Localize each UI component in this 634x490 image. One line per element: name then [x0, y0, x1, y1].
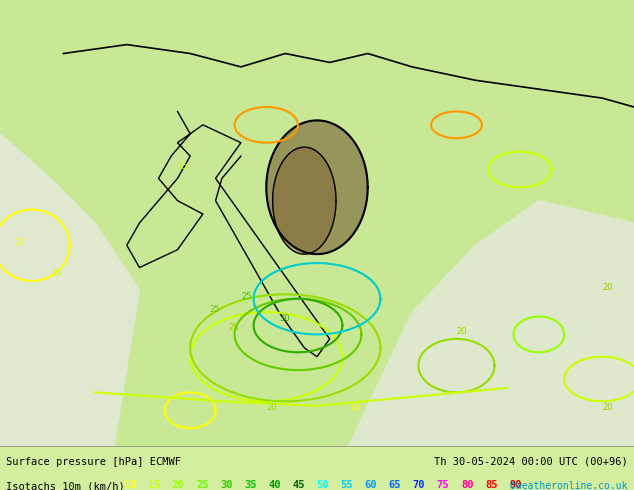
Text: 15: 15 [178, 163, 188, 172]
Text: 10: 10 [124, 480, 136, 490]
Text: 25: 25 [241, 292, 252, 301]
Text: 80: 80 [461, 480, 474, 490]
Text: 65: 65 [389, 480, 401, 490]
Polygon shape [273, 147, 336, 254]
Text: Isotachs 10m (km/h): Isotachs 10m (km/h) [6, 481, 138, 490]
Text: 45: 45 [292, 480, 305, 490]
Text: 50: 50 [316, 480, 329, 490]
Text: 20: 20 [602, 283, 613, 292]
Text: 15: 15 [148, 480, 160, 490]
Text: 20: 20 [456, 327, 467, 337]
Text: 75: 75 [437, 480, 450, 490]
Text: 20: 20 [172, 480, 184, 490]
Text: 10: 10 [14, 238, 24, 247]
Polygon shape [266, 121, 368, 254]
Text: 30: 30 [279, 314, 290, 323]
Text: 25: 25 [196, 480, 209, 490]
Text: 55: 55 [340, 480, 353, 490]
Text: 15: 15 [51, 270, 61, 278]
Text: Th 30-05-2024 00:00 UTC (00+96): Th 30-05-2024 00:00 UTC (00+96) [434, 457, 628, 467]
Polygon shape [349, 201, 634, 446]
Text: 85: 85 [485, 480, 498, 490]
Text: 90: 90 [509, 480, 522, 490]
Polygon shape [0, 0, 634, 446]
Text: 10: 10 [349, 403, 359, 412]
Text: 25: 25 [209, 305, 220, 314]
Text: 20: 20 [602, 403, 613, 412]
Text: 60: 60 [365, 480, 377, 490]
Text: Surface pressure [hPa] ECMWF: Surface pressure [hPa] ECMWF [6, 457, 181, 467]
Text: 70: 70 [413, 480, 425, 490]
Text: ©weatheronline.co.uk: ©weatheronline.co.uk [510, 481, 628, 490]
Text: 40: 40 [268, 480, 281, 490]
Polygon shape [0, 134, 139, 446]
Text: 35: 35 [244, 480, 257, 490]
Text: 20: 20 [228, 323, 239, 332]
Text: 20: 20 [266, 403, 277, 412]
Text: 30: 30 [220, 480, 233, 490]
